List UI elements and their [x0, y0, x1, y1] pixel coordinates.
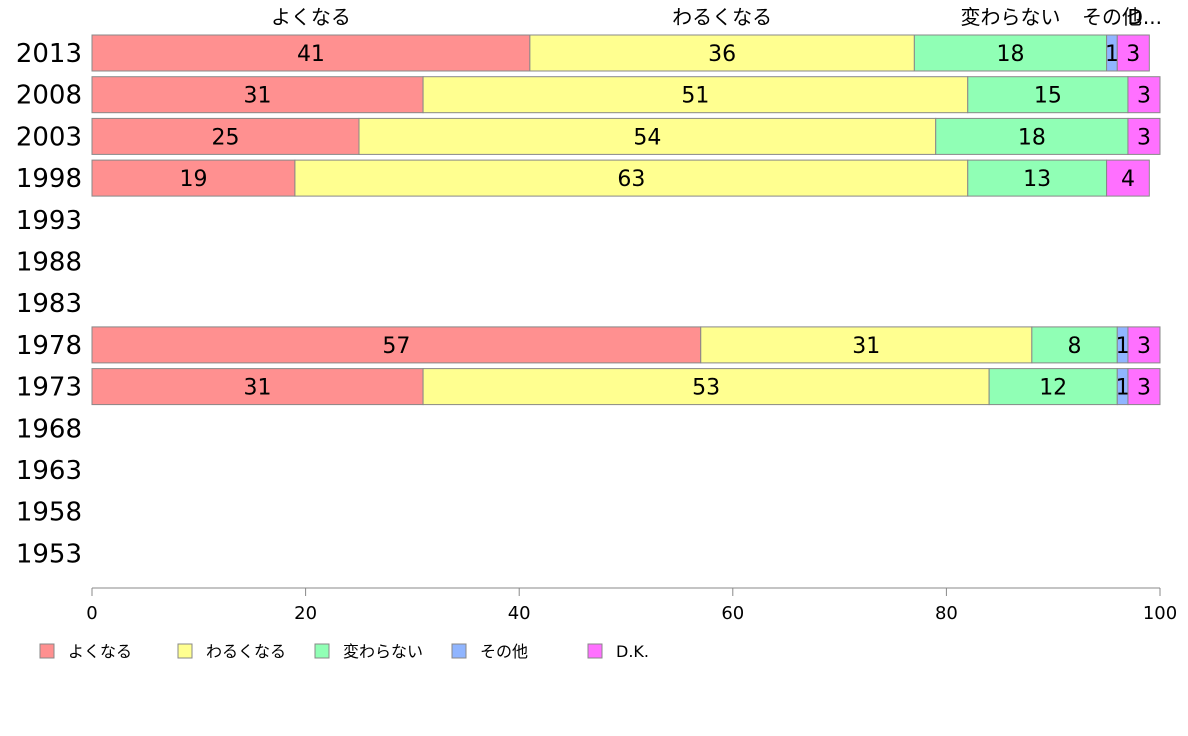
data-label: 57: [382, 334, 410, 359]
bar-segment: [935, 117, 1129, 155]
data-label: 41: [297, 42, 325, 67]
top-category-label: よくなる: [271, 5, 351, 29]
x-tick-label: 60: [721, 603, 744, 624]
legend-label: D.K.: [616, 642, 649, 661]
data-label: 63: [617, 167, 645, 192]
legend-label: その他: [480, 642, 528, 661]
x-tick-label: 0: [86, 603, 97, 624]
data-label: 1: [1116, 376, 1130, 401]
bar-segment: [1116, 34, 1150, 72]
bar-segment: [91, 34, 531, 72]
year-label: 1978: [16, 331, 82, 361]
data-label: 8: [1068, 334, 1082, 359]
year-label: 1983: [16, 289, 82, 319]
bar-segment: [1127, 326, 1161, 364]
year-label: 1958: [16, 498, 82, 528]
bar-segment: [1106, 159, 1150, 197]
legend-swatch: [451, 643, 467, 659]
data-label: 3: [1137, 334, 1151, 359]
bar-segment: [294, 159, 969, 197]
bar-segment: [358, 117, 937, 155]
data-label: 12: [1039, 376, 1067, 401]
data-label: 18: [1018, 125, 1046, 150]
legend-swatch: [39, 643, 55, 659]
data-label: 15: [1034, 84, 1062, 109]
year-label: 2003: [16, 122, 82, 152]
x-tick-label: 80: [935, 603, 958, 624]
bar-segment: [1031, 326, 1118, 364]
bar-rows: 41 36 18 1 331 51 15 325 54 18 319 63 13 457 31 8 1 331 53…: [91, 34, 1161, 406]
data-label: 4: [1121, 167, 1135, 192]
year-label: 2013: [16, 39, 82, 69]
bar-segment: [422, 368, 990, 406]
year-label: 1968: [16, 414, 82, 444]
legend-swatch: [587, 643, 603, 659]
bar-segment: [988, 368, 1118, 406]
data-label: 3: [1137, 125, 1151, 150]
bar-segment: [91, 76, 424, 114]
year-label: 1988: [16, 248, 82, 278]
data-label: 51: [681, 84, 709, 109]
year-label: 1973: [16, 373, 82, 403]
legend-swatch: [177, 643, 193, 659]
data-label: 1: [1116, 334, 1130, 359]
data-label: 31: [244, 376, 272, 401]
bar-segment: [967, 159, 1108, 197]
bar-segment: [913, 34, 1108, 72]
legend-swatch: [314, 643, 330, 659]
bar-segment: [1127, 76, 1161, 114]
bar-segment: [91, 326, 702, 364]
y-axis-year-labels: 2013 2008 2003 1998 1993 1988 1983 1978 1973 1968…: [16, 39, 82, 569]
top-category-label: D...: [1128, 5, 1162, 29]
year-label: 1998: [16, 164, 82, 194]
bar-segment: [91, 368, 424, 406]
data-label: 53: [692, 376, 720, 401]
data-label: 3: [1126, 42, 1140, 67]
top-category-label: わるくなる: [672, 5, 772, 29]
x-tick-label: 100: [1143, 603, 1177, 624]
legend: よくなる わるくなる 変わらない その他 D.K.: [39, 642, 649, 661]
data-label: 19: [179, 167, 207, 192]
legend-label: よくなる: [68, 642, 132, 661]
bar-segment: [967, 76, 1129, 114]
data-label: 36: [708, 42, 736, 67]
top-category-label: その他: [1082, 5, 1142, 29]
bar-segment: [91, 117, 360, 155]
data-label: 31: [244, 84, 272, 109]
bar-segment: [1127, 368, 1161, 406]
data-label: 18: [996, 42, 1024, 67]
data-label: 3: [1137, 84, 1151, 109]
data-label: 3: [1137, 376, 1151, 401]
x-tick-label: 20: [294, 603, 317, 624]
bar-segment: [1127, 117, 1161, 155]
year-label: 1963: [16, 456, 82, 486]
data-label: 54: [633, 125, 661, 150]
legend-label: わるくなる: [206, 642, 286, 661]
top-category-label: 変わらない: [960, 5, 1060, 29]
bar-segment: [529, 34, 915, 72]
legend-label: 変わらない: [343, 642, 423, 661]
data-label: 1: [1105, 42, 1119, 67]
x-tick-label: 40: [508, 603, 531, 624]
data-label: 25: [212, 125, 240, 150]
bar-segment: [422, 76, 969, 114]
data-label: 31: [852, 334, 880, 359]
year-label: 1953: [16, 539, 82, 569]
x-axis: 0 20 40 60 80 100: [86, 587, 1177, 624]
data-label: 13: [1023, 167, 1051, 192]
bar-segment: [91, 159, 296, 197]
year-label: 2008: [16, 81, 82, 111]
top-category-labels: よくなる わるくなる 変わらない その他D...: [271, 5, 1162, 29]
year-label: 1993: [16, 206, 82, 236]
